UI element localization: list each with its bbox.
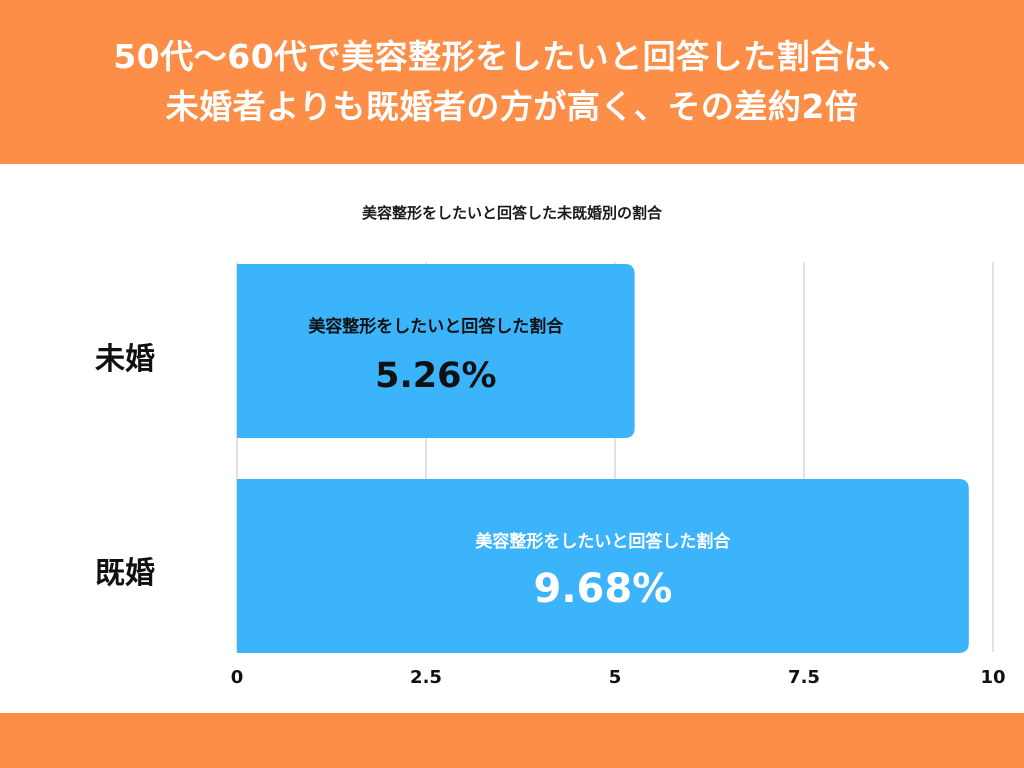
x-tick-label-2: 5 — [585, 667, 645, 688]
footer-band — [0, 713, 1024, 768]
bar-value-label-1: 9.68% — [534, 566, 673, 612]
bar-0 — [237, 264, 635, 438]
x-tick-label-1: 2.5 — [396, 667, 456, 688]
x-tick-label-4: 10 — [963, 667, 1023, 688]
x-tick-label-3: 7.5 — [774, 667, 834, 688]
category-label-married: 既婚 — [60, 548, 190, 592]
bar-value-label-0: 5.26% — [375, 356, 496, 396]
category-label-unmarried: 未婚 — [60, 334, 190, 378]
bar-series-label-0: 美容整形をしたいと回答した割合 — [308, 316, 564, 337]
bar-series-label-1: 美容整形をしたいと回答した割合 — [475, 531, 731, 552]
x-tick-label-0: 0 — [207, 667, 267, 688]
